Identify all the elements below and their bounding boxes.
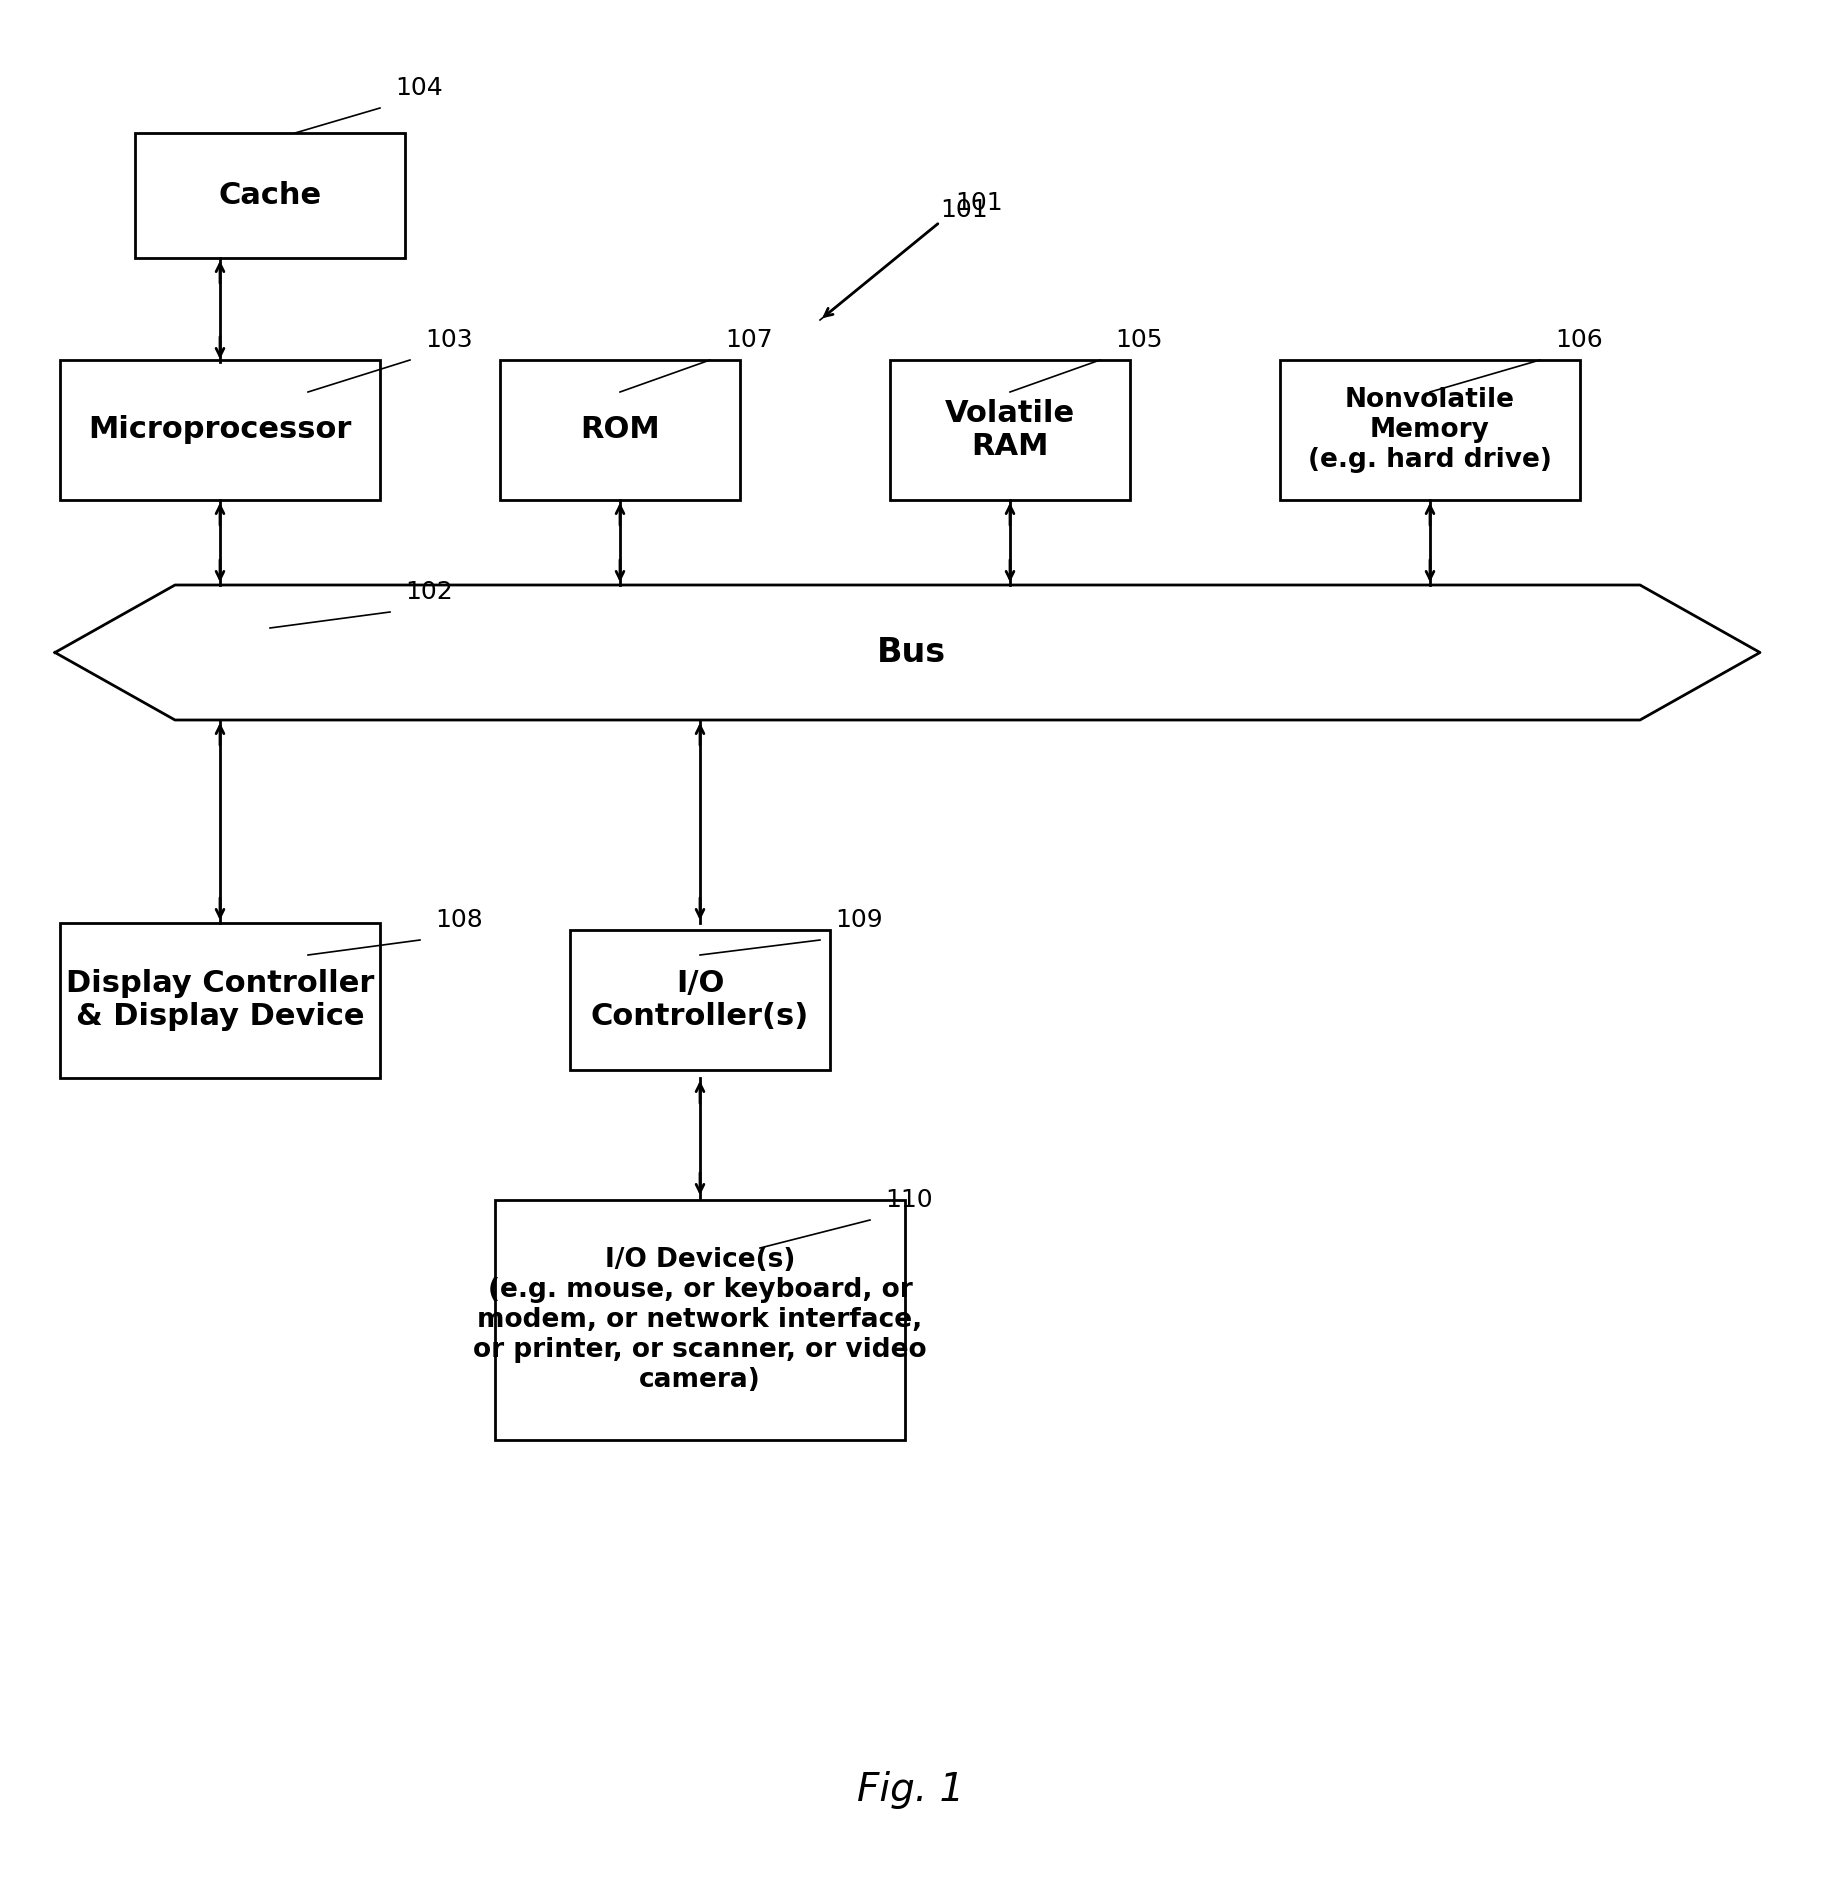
Text: I/O
Controller(s): I/O Controller(s): [590, 969, 809, 1031]
Bar: [570, 931, 831, 1070]
Text: 102: 102: [404, 580, 452, 604]
Text: 108: 108: [435, 908, 483, 933]
Text: 107: 107: [725, 329, 773, 351]
Text: Microprocessor: Microprocessor: [87, 415, 352, 444]
Bar: [135, 132, 404, 257]
Text: 101: 101: [940, 198, 988, 223]
Text: I/O Device(s)
(e.g. mouse, or keyboard, or
modem, or network interface,
or print: I/O Device(s) (e.g. mouse, or keyboard, …: [474, 1246, 927, 1393]
Text: 106: 106: [1554, 329, 1603, 351]
Bar: [1281, 361, 1580, 500]
Bar: [60, 923, 381, 1078]
Text: 110: 110: [885, 1188, 933, 1212]
Bar: [496, 1201, 906, 1441]
Text: Fig. 1: Fig. 1: [858, 1771, 964, 1809]
Bar: [499, 361, 740, 500]
Bar: [60, 361, 381, 500]
Bar: [889, 361, 1130, 500]
Text: Volatile
RAM: Volatile RAM: [946, 398, 1075, 461]
Text: ROM: ROM: [579, 415, 660, 444]
Text: 105: 105: [1115, 329, 1162, 351]
Text: Cache: Cache: [219, 181, 321, 210]
Text: Display Controller
& Display Device: Display Controller & Display Device: [66, 969, 374, 1031]
Text: 104: 104: [395, 76, 443, 100]
Text: 101: 101: [955, 191, 1002, 215]
Text: Nonvolatile
Memory
(e.g. hard drive): Nonvolatile Memory (e.g. hard drive): [1308, 387, 1552, 474]
Text: 103: 103: [425, 329, 472, 351]
Text: Bus: Bus: [876, 636, 946, 668]
Text: 109: 109: [834, 908, 882, 933]
